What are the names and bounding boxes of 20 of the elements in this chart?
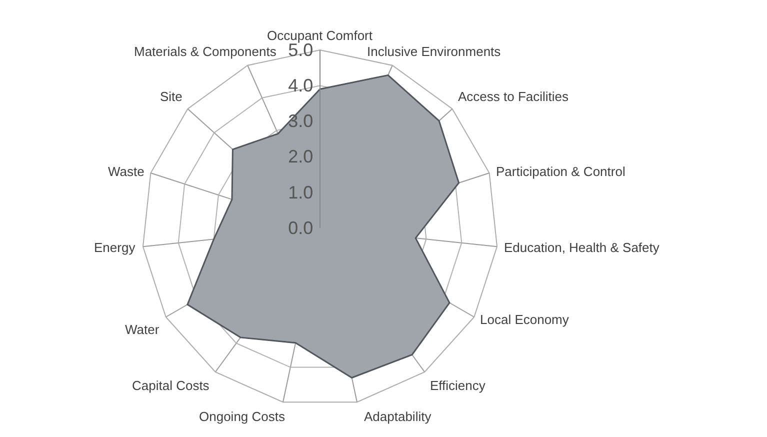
spoke-label: Materials & Components bbox=[134, 44, 277, 59]
spoke-label: Water bbox=[125, 322, 160, 337]
spoke-label: Site bbox=[160, 89, 182, 104]
y-tick-label: 3.0 bbox=[288, 111, 314, 132]
spoke-label: Capital Costs bbox=[132, 378, 210, 393]
spoke-label: Efficiency bbox=[430, 378, 486, 393]
spoke-label: Energy bbox=[94, 240, 136, 255]
spoke-label: Education, Health & Safety bbox=[504, 240, 660, 255]
spoke-label: Adaptability bbox=[364, 409, 432, 424]
y-tick-label: 2.0 bbox=[288, 146, 314, 167]
y-tick-label: 1.0 bbox=[288, 182, 314, 202]
spoke-label: Access to Facilities bbox=[458, 89, 570, 104]
y-tick-label: 0.0 bbox=[288, 218, 314, 238]
spoke-label: Participation & Control bbox=[496, 164, 626, 179]
spoke-label: Inclusive Environments bbox=[367, 44, 502, 59]
spoke-label: Ongoing Costs bbox=[199, 409, 286, 424]
spoke-label: Occupant Comfort bbox=[267, 28, 373, 43]
spoke-label: Local Economy bbox=[480, 312, 570, 327]
y-tick-label: 4.0 bbox=[288, 75, 314, 96]
spoke-label: Waste bbox=[108, 164, 144, 179]
